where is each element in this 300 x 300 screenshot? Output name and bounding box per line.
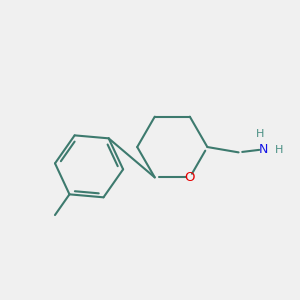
Text: H: H [275,145,284,155]
Text: O: O [184,171,195,184]
Text: N: N [258,143,268,156]
Text: H: H [256,129,264,139]
